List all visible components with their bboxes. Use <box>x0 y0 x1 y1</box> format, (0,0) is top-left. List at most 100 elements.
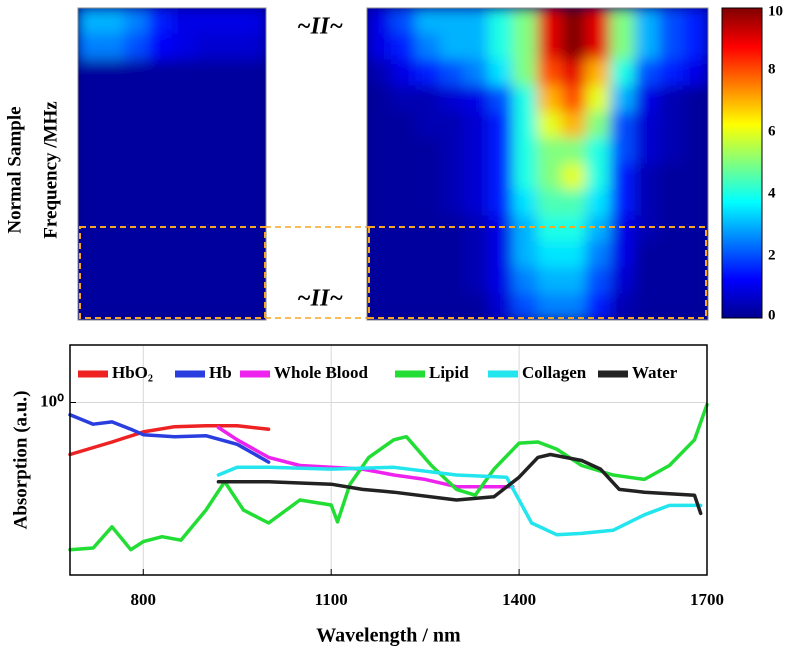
heatmap-cell <box>537 137 563 165</box>
heatmap-cell <box>367 215 392 243</box>
heatmap-cell <box>610 267 636 295</box>
heatmap-cell <box>390 293 417 320</box>
heatmap-cell <box>390 137 417 165</box>
heatmap-cell <box>585 8 612 35</box>
heatmap-cell <box>463 85 490 113</box>
heatmap-cell <box>488 111 514 139</box>
highlight-box <box>368 226 707 319</box>
heatmap-cell <box>658 267 685 295</box>
heatmap-cell <box>439 163 465 191</box>
heatmap-cell <box>561 111 587 139</box>
heatmap-cell <box>610 137 636 165</box>
heatmap-cell <box>367 85 392 113</box>
heatmap-cell <box>218 163 243 191</box>
heatmap-cell <box>658 8 685 35</box>
heatmap-cell <box>512 267 538 295</box>
heatmap-cell <box>78 59 102 87</box>
heatmap-cell <box>390 267 417 295</box>
heatmap-cell <box>439 59 465 87</box>
x-label: Wavelength / nm <box>316 625 461 647</box>
heatmap-cell <box>610 189 636 217</box>
colorbar-tick-label: 6 <box>768 123 776 139</box>
heatmap-cell <box>415 33 441 61</box>
heatmap-cell <box>78 8 102 35</box>
heatmap-cell <box>195 163 220 191</box>
heatmap-cell <box>658 137 685 165</box>
heatmap-cell <box>683 111 708 139</box>
heatmap-cell <box>585 59 612 87</box>
heatmap-cell <box>537 293 563 320</box>
heatmap-cell <box>512 111 538 139</box>
heatmap-cell <box>683 33 708 61</box>
highlight-box <box>79 226 266 319</box>
panel-frame <box>366 7 709 321</box>
heatmap-cell <box>390 189 417 217</box>
heatmap-cell <box>537 215 563 243</box>
heatmap-cell <box>610 163 636 191</box>
heatmap-cell <box>463 241 490 269</box>
heatmap-cells <box>367 8 708 320</box>
heatmap-cell <box>242 293 266 320</box>
heatmap-cell <box>585 111 612 139</box>
heatmap-cell <box>463 111 490 139</box>
heatmap-cell <box>512 85 538 113</box>
x-tick-label: 1700 <box>690 590 724 609</box>
heatmap-cell <box>171 163 196 191</box>
heatmap-cell <box>218 215 243 243</box>
heatmap-cell <box>610 33 636 61</box>
heatmap-cell <box>171 59 196 87</box>
heatmap-cell <box>171 267 196 295</box>
heatmap-cell <box>218 85 243 113</box>
heatmap-cell <box>367 59 392 87</box>
heatmap-cell <box>658 293 685 320</box>
heatmap-cell <box>537 85 563 113</box>
heatmap-cell <box>124 267 149 295</box>
heatmap-cell <box>171 241 196 269</box>
heatmap-cell <box>78 163 102 191</box>
heatmap-cell <box>367 293 392 320</box>
heatmap-cell <box>439 137 465 165</box>
heatmap-cell <box>415 215 441 243</box>
heatmap-cell <box>634 293 660 320</box>
heatmap-cell <box>561 189 587 217</box>
heatmap-cell <box>537 241 563 269</box>
heatmap-cell <box>218 33 243 61</box>
y-label: Frequency /MHz <box>40 101 61 239</box>
heatmap-cell <box>683 241 708 269</box>
heatmap-cell <box>610 59 636 87</box>
plot-frame <box>69 344 708 576</box>
heatmap-cell <box>439 241 465 269</box>
heatmap-cell <box>463 267 490 295</box>
heatmap-cell <box>242 215 266 243</box>
heatmap-cell <box>390 59 417 87</box>
heatmap-cell <box>658 189 685 217</box>
heatmap-cell <box>683 267 708 295</box>
heatmap-cell <box>78 189 102 217</box>
heatmap-cell <box>488 241 514 269</box>
heatmap-cell <box>101 267 126 295</box>
heatmap-cell <box>148 85 173 113</box>
heatmap-cell <box>195 267 220 295</box>
heatmap-cell <box>218 293 243 320</box>
colorbar-tick-label: 2 <box>768 247 776 263</box>
heatmap-cell <box>367 111 392 139</box>
heatmap-cell <box>439 189 465 217</box>
heatmap-cell <box>78 33 102 61</box>
heatmap-cell <box>634 59 660 87</box>
heatmap-cell <box>218 8 243 35</box>
heatmap-cell <box>367 163 392 191</box>
heatmap-cell <box>683 163 708 191</box>
heatmap-cell <box>124 33 149 61</box>
heatmap-cell <box>218 137 243 165</box>
heatmap-cell <box>148 111 173 139</box>
line-series <box>68 424 271 457</box>
heatmap-cell <box>512 241 538 269</box>
colorbar-tick-label: 8 <box>768 61 776 77</box>
heatmap-cell <box>124 137 149 165</box>
heatmap-cell <box>463 59 490 87</box>
heatmap-cell <box>585 33 612 61</box>
heatmap-cell <box>242 85 266 113</box>
heatmap-cell <box>218 241 243 269</box>
heatmap-cell <box>367 267 392 295</box>
heatmap-cell <box>390 241 417 269</box>
